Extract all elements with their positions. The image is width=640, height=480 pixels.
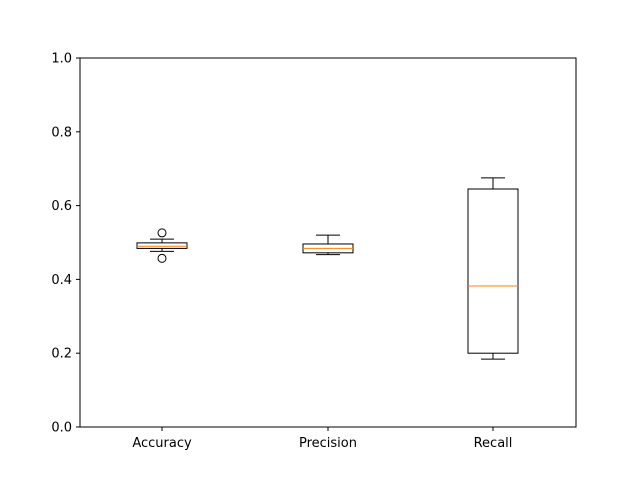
x-tick-label: Accuracy (132, 436, 192, 451)
y-tick-label: 1.0 (51, 52, 72, 67)
y-tick-label: 0.2 (51, 347, 72, 362)
box (136, 242, 188, 249)
box-group-accuracy (136, 228, 188, 263)
y-tick-label: 0.6 (51, 199, 72, 214)
plot-frame (79, 57, 577, 428)
y-tick-label: 0.0 (51, 421, 72, 436)
x-tick-label: Precision (299, 436, 357, 451)
marks-layer (136, 177, 519, 360)
box-group-precision (302, 234, 354, 256)
box-group-recall (467, 177, 519, 360)
outlier-point (157, 228, 167, 238)
box (467, 188, 519, 354)
y-tick-label: 0.4 (51, 273, 72, 288)
x-tick-label: Recall (474, 436, 513, 451)
outlier-point (157, 253, 167, 263)
y-tick-label: 0.8 (51, 125, 72, 140)
ticks-layer: Accuracy Precision Recall 0.0 0.2 0.4 0.6 0.8 1.… (51, 52, 512, 452)
